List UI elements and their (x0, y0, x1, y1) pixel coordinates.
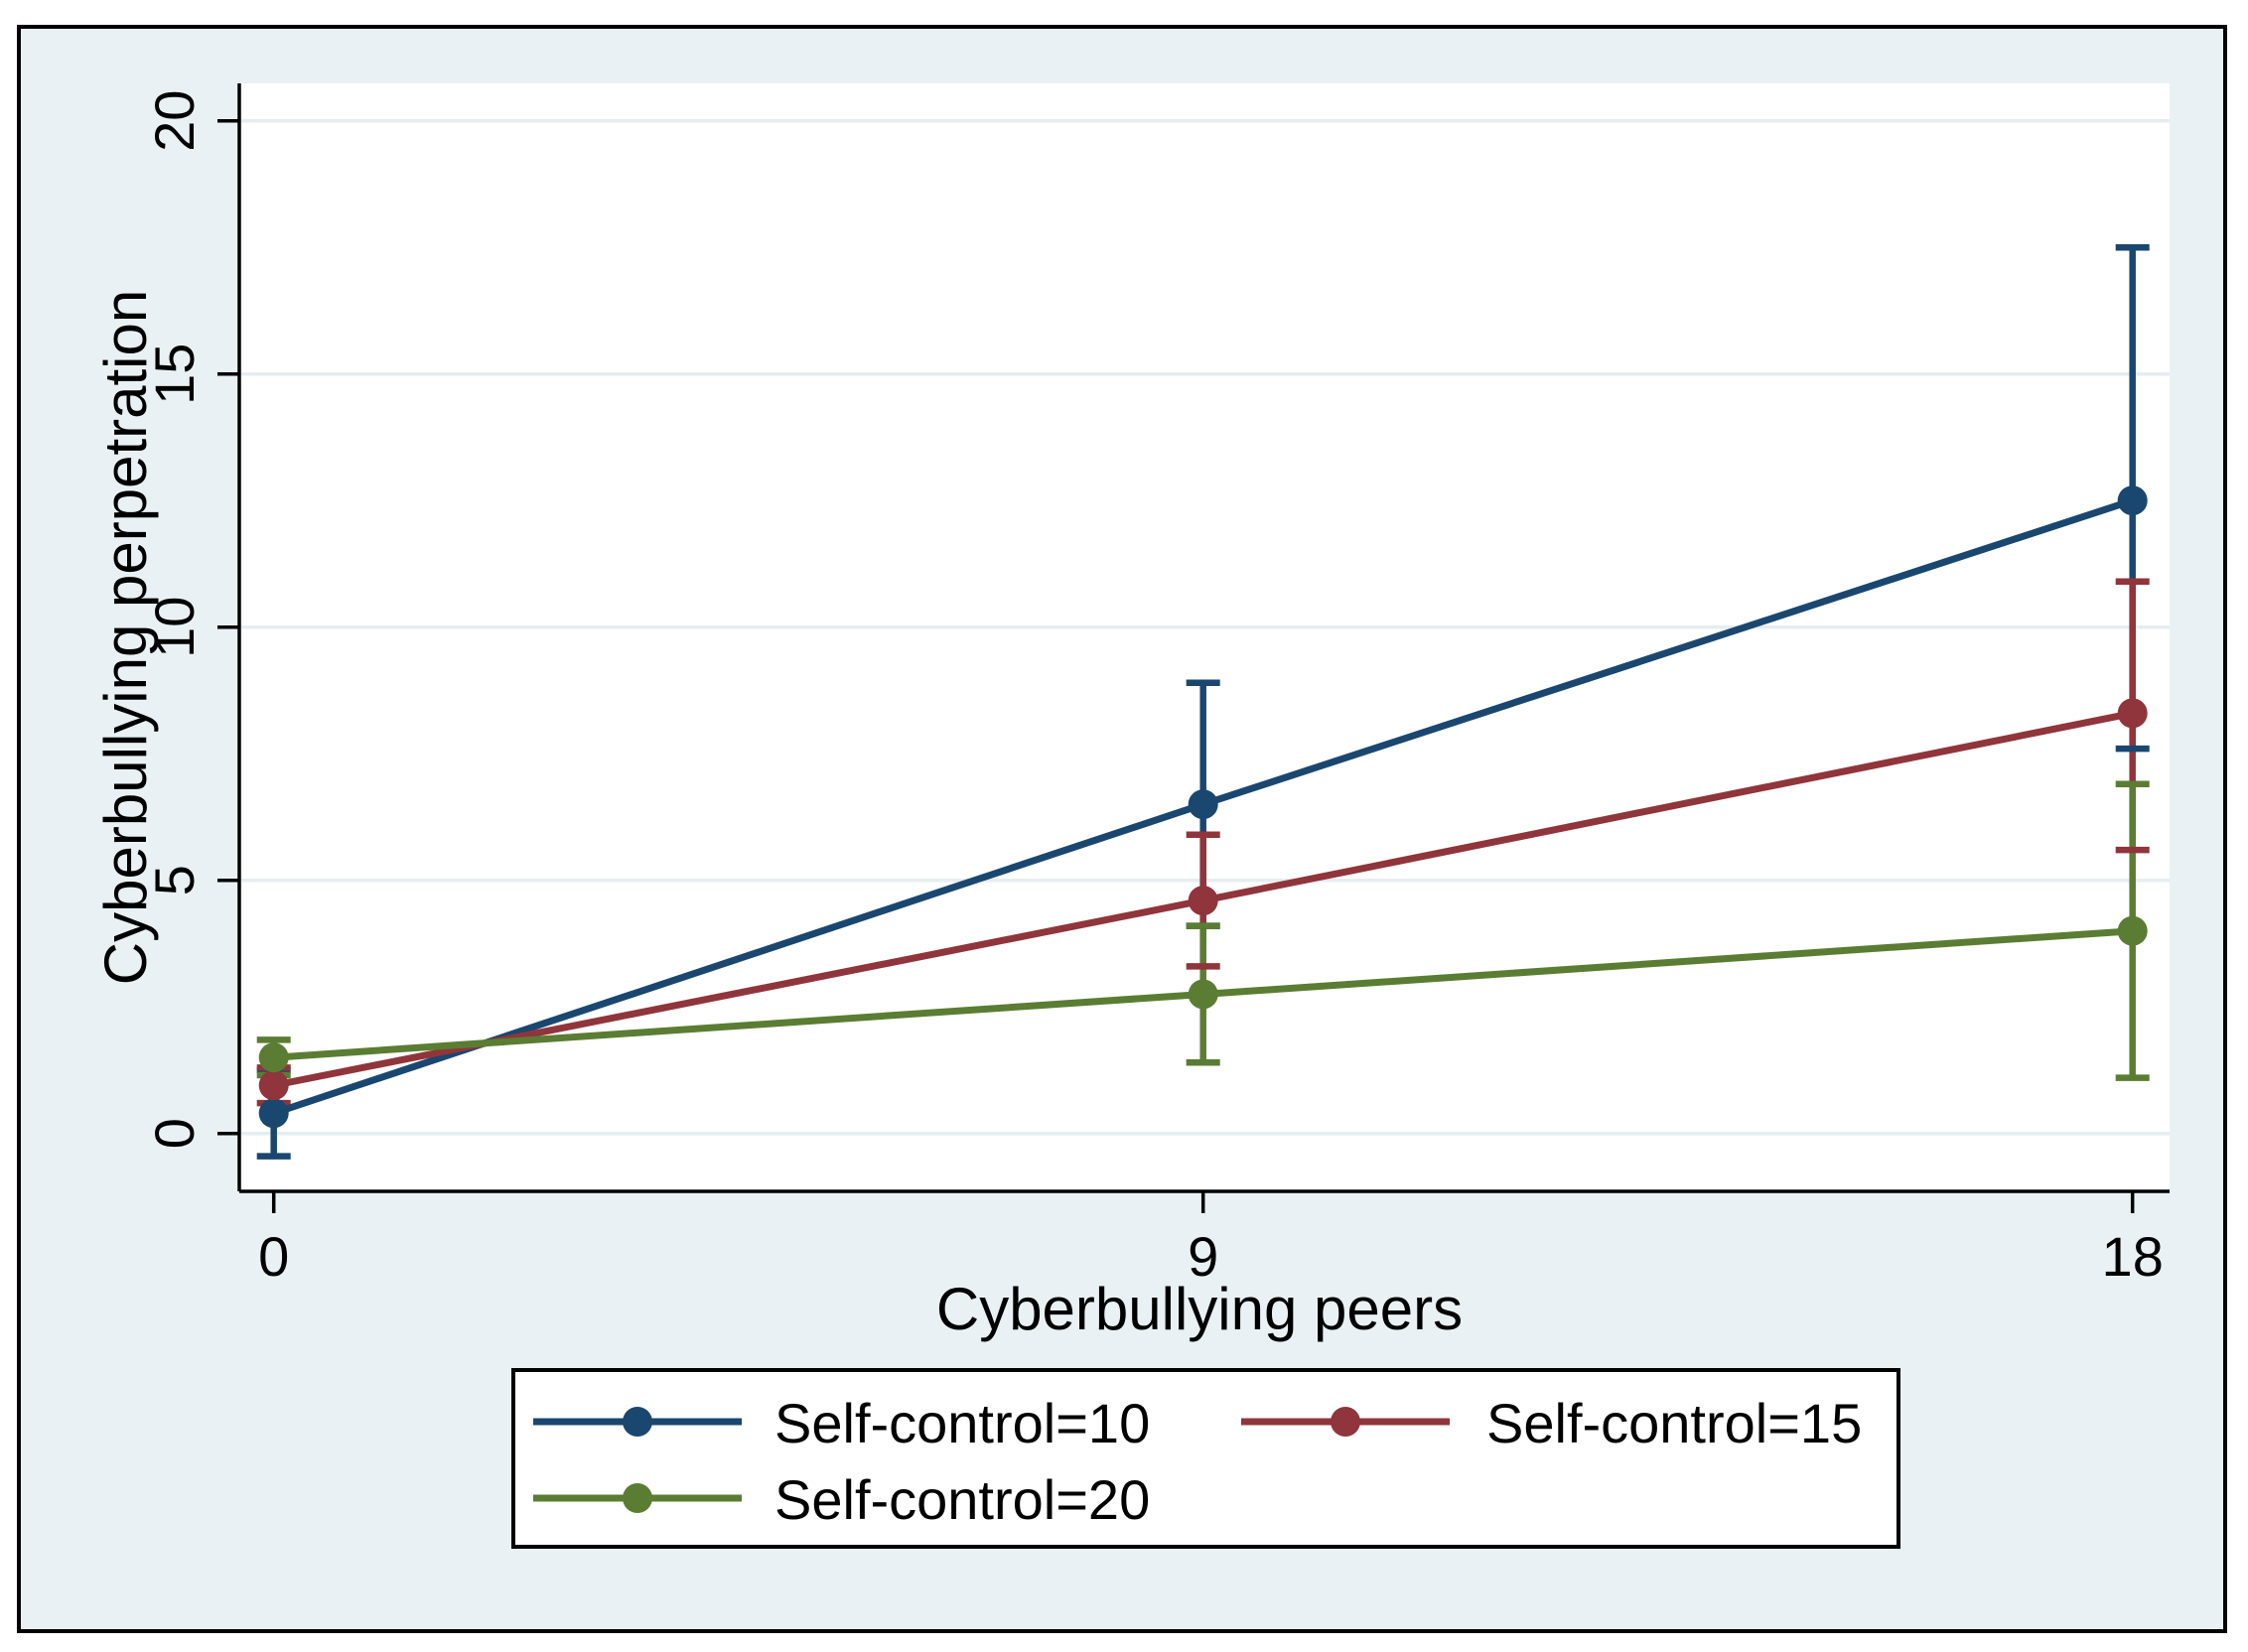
y-tick-label: 15 (143, 344, 206, 405)
series-markers-self-control-10 (258, 485, 2148, 1129)
x-tick-label: 9 (1188, 1225, 1218, 1288)
series-layer (256, 243, 2150, 1160)
x-tick-label: 18 (2102, 1225, 2164, 1288)
data-point-marker (2117, 915, 2148, 946)
x-axis-title: Cyberbullying peers (936, 1276, 1463, 1342)
data-point-marker (258, 1042, 289, 1073)
legend-entry-self-control-20: Self-control=20 (533, 1468, 1150, 1531)
y-tick-label: 20 (143, 90, 206, 152)
error-caps-self-control-20 (256, 780, 2150, 1081)
x-tick-label: 0 (258, 1225, 289, 1288)
legend-marker (1331, 1407, 1360, 1437)
y-tick-label: 0 (143, 1118, 206, 1149)
legend-marker (623, 1483, 652, 1513)
y-axis-title: Cyberbullying perpetration (92, 290, 159, 985)
axes-layer: 0 5 10 15 20 0 9 18 (143, 83, 2170, 1288)
legend: Self-control=10 Self-control=15 Self-con… (511, 1368, 1900, 1549)
data-point-marker (1188, 789, 1218, 820)
data-point-marker (1188, 886, 1218, 916)
y-tick-label: 5 (143, 865, 206, 895)
data-point-marker (258, 1098, 289, 1129)
data-point-marker (1188, 979, 1218, 1010)
legend-label: Self-control=10 (774, 1392, 1150, 1454)
legend-label: Self-control=20 (774, 1468, 1150, 1531)
series-markers-self-control-20 (258, 915, 2148, 1073)
series-markers-self-control-15 (258, 698, 2148, 1101)
data-point-marker (2117, 485, 2148, 516)
legend-box (511, 1368, 1900, 1549)
legend-marker (623, 1407, 652, 1437)
legend-label: Self-control=15 (1486, 1392, 1862, 1454)
y-tick-label: 10 (143, 597, 206, 658)
data-point-marker (2117, 698, 2148, 729)
data-point-marker (258, 1070, 289, 1101)
legend-entry-self-control-15: Self-control=15 (1241, 1392, 1862, 1454)
legend-entry-self-control-10: Self-control=10 (533, 1392, 1150, 1454)
